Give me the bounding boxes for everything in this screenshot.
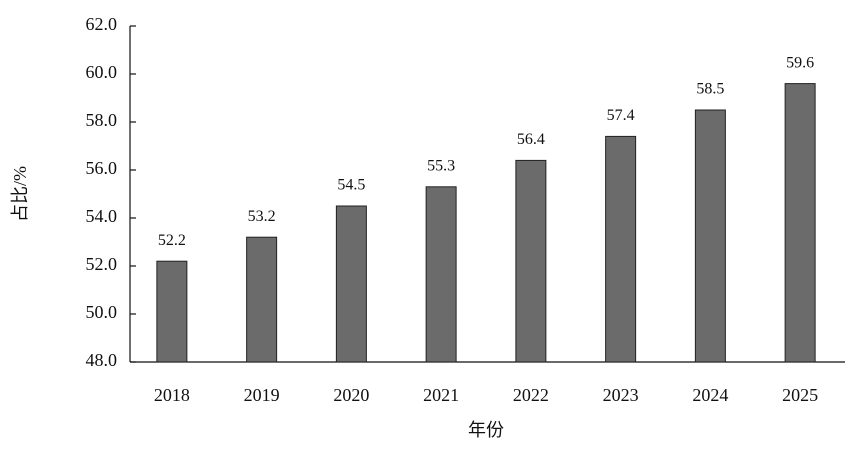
y-tick-label: 54.0 <box>86 206 118 226</box>
x-tick-label: 2023 <box>603 385 639 405</box>
y-tick-label: 50.0 <box>86 302 118 322</box>
bar <box>694 109 726 363</box>
data-label: 57.4 <box>607 107 635 124</box>
bar <box>335 205 367 363</box>
data-label: 52.2 <box>158 232 186 249</box>
y-tick-label: 52.0 <box>86 254 118 274</box>
data-label: 56.4 <box>517 131 545 148</box>
bar <box>784 83 816 363</box>
y-tick-label: 60.0 <box>86 62 118 82</box>
data-label: 53.2 <box>248 208 276 225</box>
x-tick-label: 2025 <box>782 385 818 405</box>
y-axis-label: 占比/% <box>10 166 30 222</box>
y-tick-label: 58.0 <box>86 110 118 130</box>
y-tick-label: 48.0 <box>86 350 118 370</box>
x-tick-label: 2020 <box>333 385 369 405</box>
data-label: 54.5 <box>337 177 365 194</box>
x-tick-label: 2018 <box>154 385 190 405</box>
x-tick-label: 2021 <box>423 385 459 405</box>
x-tick-label: 2022 <box>513 385 549 405</box>
x-axis-label: 年份 <box>468 420 504 440</box>
bar <box>605 135 637 363</box>
data-label: 55.3 <box>427 157 455 174</box>
bar <box>425 186 457 363</box>
x-tick-label: 2019 <box>244 385 280 405</box>
data-label: 59.6 <box>786 54 814 71</box>
x-tick-label: 2024 <box>692 385 728 405</box>
y-tick-label: 56.0 <box>86 158 118 178</box>
bar <box>156 260 188 363</box>
bar <box>246 236 278 363</box>
y-tick-label: 62.0 <box>86 14 118 34</box>
data-label: 58.5 <box>696 81 724 98</box>
bar <box>515 159 547 363</box>
